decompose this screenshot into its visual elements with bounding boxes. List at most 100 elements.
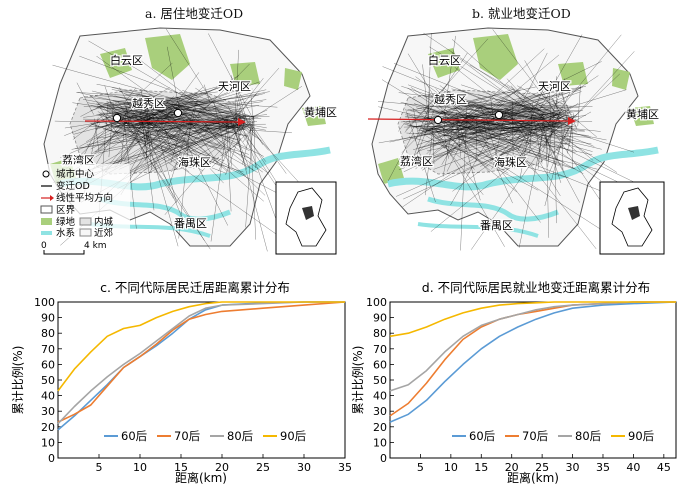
- series-line-60后: [389, 301, 677, 423]
- od-line: [427, 118, 593, 155]
- y-tick-label: 50: [41, 374, 55, 387]
- od-line: [158, 109, 250, 151]
- od-line: [425, 126, 434, 196]
- od-line: [160, 116, 245, 119]
- od-line: [79, 110, 149, 147]
- od-line: [195, 117, 255, 165]
- od-line: [560, 84, 568, 122]
- od-line: [104, 123, 225, 162]
- od-line: [496, 90, 581, 108]
- od-line: [140, 93, 194, 124]
- od-line: [52, 64, 250, 120]
- od-line: [451, 126, 559, 156]
- od-line: [403, 123, 504, 173]
- od-line: [96, 83, 178, 101]
- green-area: [284, 68, 302, 90]
- map-b: 白云区 天河区 黄埔区 越秀区 荔湾区 海珠区 番禺区: [368, 27, 665, 255]
- x-tick-label: 35: [338, 461, 352, 474]
- od-line: [233, 122, 252, 130]
- od-line: [538, 121, 618, 173]
- od-line: [234, 49, 239, 124]
- river: [387, 146, 659, 191]
- od-line: [199, 115, 240, 130]
- od-line: [414, 106, 430, 142]
- od-line: [239, 116, 301, 185]
- legend-label: 60后: [121, 429, 147, 443]
- od-line: [518, 125, 545, 248]
- legend-green: 绿地: [56, 216, 76, 228]
- od-line: [204, 126, 264, 157]
- od-line: [377, 101, 535, 116]
- od-line: [553, 128, 557, 224]
- od-line: [76, 82, 94, 115]
- district-label: 海珠区: [178, 155, 211, 169]
- legend-label: 70后: [522, 429, 548, 443]
- od-lines: [377, 29, 639, 251]
- legend-direction: 线性平均方向: [56, 192, 113, 204]
- scale-bar: 0 4 km: [41, 241, 107, 255]
- od-line: [435, 88, 466, 120]
- x-tick-label: 5: [96, 461, 103, 474]
- od-line: [389, 128, 452, 143]
- od-line: [98, 103, 100, 105]
- map-legend: 城市中心 变迁OD 线性平均方向 区界 绿地 内城 水系 近郊: [40, 164, 130, 239]
- chart-d-x-ticks: 5 10 15 20 25 30 35 40 45: [417, 454, 671, 474]
- legend-label: 80后: [227, 429, 253, 443]
- od-line: [105, 106, 177, 171]
- od-line: [430, 95, 555, 123]
- od-line: [127, 81, 235, 125]
- legend-boundary-icon: [40, 205, 53, 214]
- od-line: [432, 134, 445, 148]
- od-line: [123, 105, 260, 132]
- od-line: [78, 129, 122, 165]
- linear-direction-arrow: [84, 120, 239, 123]
- od-line: [159, 122, 181, 130]
- x-tick-label: 45: [657, 461, 671, 474]
- od-line: [72, 114, 106, 140]
- map-b-title: b. 就业地变迁OD: [472, 6, 571, 21]
- od-line: [409, 126, 415, 135]
- od-line: [403, 126, 562, 200]
- od-line: [130, 102, 183, 163]
- od-line: [405, 136, 435, 164]
- od-line: [408, 84, 512, 125]
- y-tick-label: 80: [373, 327, 387, 340]
- od-line: [519, 128, 530, 178]
- od-line: [432, 133, 435, 165]
- green-area: [145, 34, 190, 80]
- od-line: [427, 117, 521, 130]
- od-line: [500, 96, 549, 116]
- chart-c-y-ticks: 0 10 20 30 40 50 60 70 80 90 100: [34, 296, 62, 465]
- od-line: [525, 123, 607, 141]
- od-line: [404, 84, 448, 133]
- od-line: [106, 114, 289, 243]
- district-label: 黄埔区: [304, 105, 337, 119]
- od-line: [529, 103, 533, 154]
- legend-suburb-icon: [79, 228, 92, 237]
- x-tick-label: 5: [417, 461, 424, 474]
- y-tick-label: 20: [373, 421, 387, 434]
- od-line: [232, 119, 267, 162]
- series-line-90后: [389, 301, 676, 338]
- y-tick-label: 100: [366, 296, 387, 309]
- green-area: [558, 62, 588, 86]
- green-area: [473, 34, 518, 80]
- district-label: 黄埔区: [626, 107, 659, 121]
- x-tick-label: 30: [566, 461, 580, 474]
- od-line: [83, 106, 147, 110]
- od-line: [94, 121, 241, 152]
- od-line: [425, 115, 476, 126]
- river: [427, 196, 559, 222]
- district-label: 白云区: [428, 53, 461, 67]
- od-line: [454, 108, 490, 145]
- chart-c-xlabel: 距离(km): [175, 470, 227, 485]
- od-line: [94, 118, 100, 151]
- od-line: [446, 113, 477, 172]
- linear-direction-arrowhead: [238, 118, 246, 126]
- od-line: [569, 125, 573, 147]
- district-label: 天河区: [538, 80, 571, 93]
- od-line: [475, 100, 529, 108]
- district-labels: 白云区 天河区 黄埔区 越秀区 荔湾区 海珠区 番禺区: [399, 52, 661, 234]
- chart-d-y-ticks: 0 10 20 30 40 50 60 70 80 90 100: [366, 296, 394, 465]
- od-line: [503, 114, 559, 130]
